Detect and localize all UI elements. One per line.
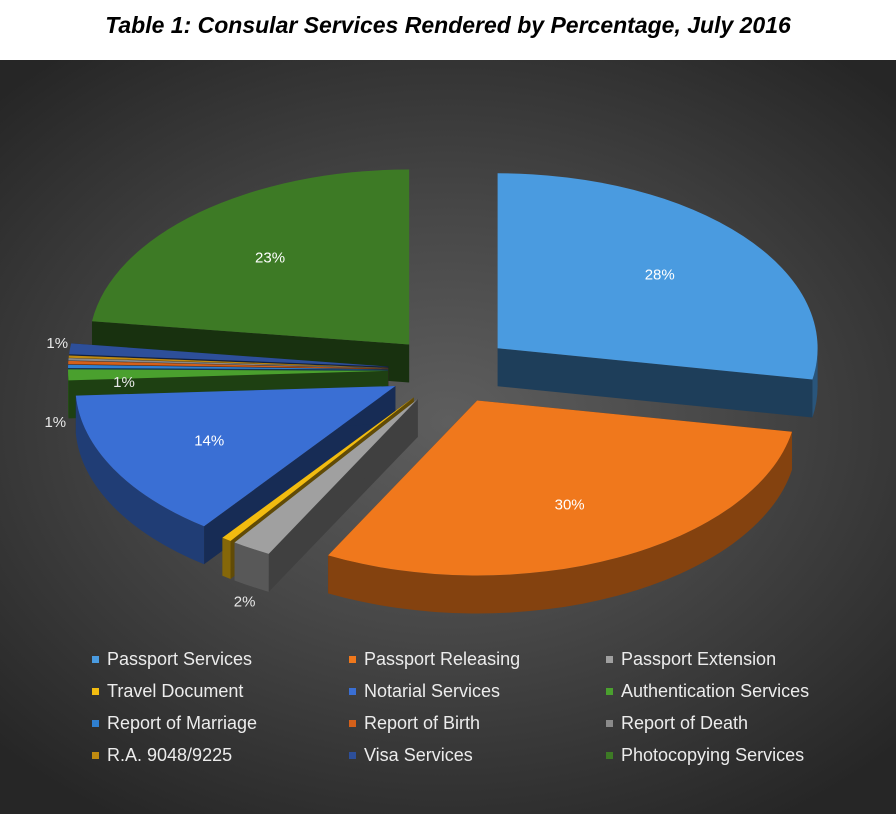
slice-labels: 28% 30% 2% 14% 1% 1% 23% 1% — [44, 250, 674, 611]
slice-rim — [75, 395, 205, 565]
legend-swatch — [606, 687, 613, 695]
legend-label: Report of Marriage — [107, 712, 258, 733]
legend-swatch — [349, 719, 356, 727]
slice-label: 28% — [645, 266, 675, 283]
slice-top — [69, 343, 389, 367]
legend-swatch — [92, 655, 99, 663]
legend-label: Report of Death — [621, 712, 749, 733]
legend-item: Passport Extension — [606, 648, 882, 670]
slice-top — [222, 397, 414, 541]
legend-swatch — [92, 719, 99, 727]
slice-label: 30% — [555, 496, 585, 513]
legend-swatch — [349, 687, 356, 695]
legend-swatch — [606, 719, 613, 727]
legend-label: R.A. 9048/9225 — [107, 744, 233, 765]
pie-slice — [497, 173, 818, 418]
slice-rim — [812, 348, 818, 418]
legend-label: Authentication Services — [621, 680, 810, 701]
slice-top — [328, 400, 792, 576]
legend-item: Passport Releasing — [349, 648, 606, 670]
chart-legend: Passport Services Passport Releasing Passp… — [92, 648, 882, 766]
slice-wall — [497, 348, 813, 418]
legend-swatch — [92, 751, 99, 759]
legend-item: R.A. 9048/9225 — [92, 744, 349, 766]
legend-label: Visa Services — [364, 744, 473, 765]
slice-rim — [328, 431, 792, 614]
legend-swatch — [606, 655, 613, 663]
legend-swatch — [92, 687, 99, 695]
pie-slices — [68, 169, 818, 614]
extra-slice-label: 1% — [113, 374, 135, 391]
slice-rim — [234, 542, 269, 592]
legend-item: Passport Services — [92, 648, 349, 670]
slice-top — [68, 369, 389, 381]
slice-label: 14% — [194, 433, 224, 450]
slice-top — [234, 398, 418, 554]
legend-label: Photocopying Services — [621, 744, 805, 765]
pie-slice — [234, 398, 418, 592]
slice-top — [75, 386, 396, 527]
pie-chart: 28% 30% 2% 14% 1% 1% 23% 1% — [44, 169, 818, 614]
legend-item: Report of Marriage — [92, 712, 349, 734]
legend-swatch — [349, 655, 356, 663]
slice-top — [497, 173, 818, 380]
slice-top — [91, 169, 410, 345]
legend-swatch — [349, 751, 356, 759]
slice-label: 23% — [255, 250, 285, 267]
legend-item: Report of Death — [606, 712, 882, 734]
slice-label: 2% — [234, 593, 256, 610]
slice-top — [68, 358, 389, 369]
legend-item: Photocopying Services — [606, 744, 882, 766]
slice-label: 1% — [44, 414, 66, 431]
slice-top — [68, 355, 389, 368]
legend-item: Authentication Services — [606, 680, 882, 702]
legend-item: Notarial Services — [349, 680, 606, 702]
chart-area: 28% 30% 2% 14% 1% 1% 23% 1% Passport Services Pa… — [0, 60, 896, 814]
page-title: Table 1: Consular Services Rendered by P… — [105, 12, 791, 38]
slice-rim — [222, 537, 231, 579]
legend-label: Passport Services — [107, 648, 253, 669]
legend-label: Notarial Services — [364, 680, 501, 701]
slice-top — [68, 360, 389, 369]
legend-label: Passport Extension — [621, 648, 777, 669]
legend-item: Travel Document — [92, 680, 349, 702]
legend-label: Travel Document — [107, 680, 244, 701]
slice-label: 1% — [46, 335, 68, 352]
legend-label: Passport Releasing — [364, 648, 521, 669]
legend-item: Report of Birth — [349, 712, 606, 734]
slice-top — [68, 364, 389, 370]
legend-item: Visa Services — [349, 744, 606, 766]
legend-label: Report of Birth — [364, 712, 481, 733]
legend-swatch — [606, 751, 613, 759]
pie-slice — [328, 400, 792, 614]
